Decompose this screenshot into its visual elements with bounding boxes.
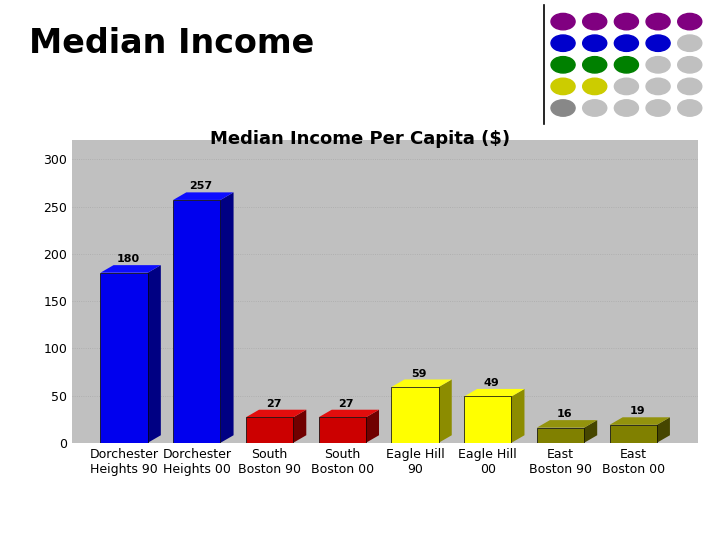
Polygon shape (174, 192, 233, 200)
Bar (464, 396, 511, 443)
Text: Median Income Per Capita ($): Median Income Per Capita ($) (210, 130, 510, 147)
Circle shape (582, 100, 607, 116)
Bar (392, 387, 438, 443)
Circle shape (678, 14, 702, 30)
Circle shape (551, 57, 575, 73)
Circle shape (551, 35, 575, 51)
Circle shape (551, 78, 575, 94)
Text: 27: 27 (266, 399, 282, 409)
Text: 59: 59 (411, 368, 427, 379)
Bar (101, 273, 148, 443)
Circle shape (646, 14, 670, 30)
Text: 257: 257 (189, 181, 212, 191)
Polygon shape (319, 410, 379, 417)
Polygon shape (246, 410, 306, 417)
Circle shape (582, 78, 607, 94)
Polygon shape (366, 410, 379, 443)
Circle shape (646, 78, 670, 94)
Polygon shape (148, 265, 161, 443)
Circle shape (614, 35, 639, 51)
Text: 180: 180 (117, 254, 140, 264)
Polygon shape (293, 410, 306, 443)
Polygon shape (584, 420, 597, 443)
Circle shape (646, 57, 670, 73)
Circle shape (582, 35, 607, 51)
Polygon shape (537, 420, 597, 428)
Circle shape (551, 14, 575, 30)
Polygon shape (101, 265, 161, 273)
Text: Median Income: Median Income (29, 27, 314, 60)
Circle shape (678, 78, 702, 94)
Bar (537, 428, 584, 443)
Circle shape (551, 100, 575, 116)
Circle shape (582, 14, 607, 30)
Circle shape (614, 14, 639, 30)
Text: 27: 27 (338, 399, 354, 409)
Bar (610, 425, 657, 443)
Circle shape (646, 100, 670, 116)
Circle shape (614, 78, 639, 94)
Circle shape (614, 100, 639, 116)
Polygon shape (220, 192, 233, 443)
Circle shape (678, 35, 702, 51)
Circle shape (678, 57, 702, 73)
Circle shape (646, 35, 670, 51)
Text: 19: 19 (629, 406, 645, 416)
Polygon shape (657, 417, 670, 443)
Polygon shape (610, 417, 670, 425)
Polygon shape (464, 389, 524, 396)
Bar (246, 417, 293, 443)
Polygon shape (438, 380, 451, 443)
Circle shape (678, 100, 702, 116)
Circle shape (614, 57, 639, 73)
Text: 49: 49 (484, 378, 500, 388)
Circle shape (582, 57, 607, 73)
Bar (319, 417, 366, 443)
Text: 16: 16 (557, 409, 572, 419)
Bar (174, 200, 220, 443)
Polygon shape (392, 380, 451, 387)
Polygon shape (511, 389, 524, 443)
